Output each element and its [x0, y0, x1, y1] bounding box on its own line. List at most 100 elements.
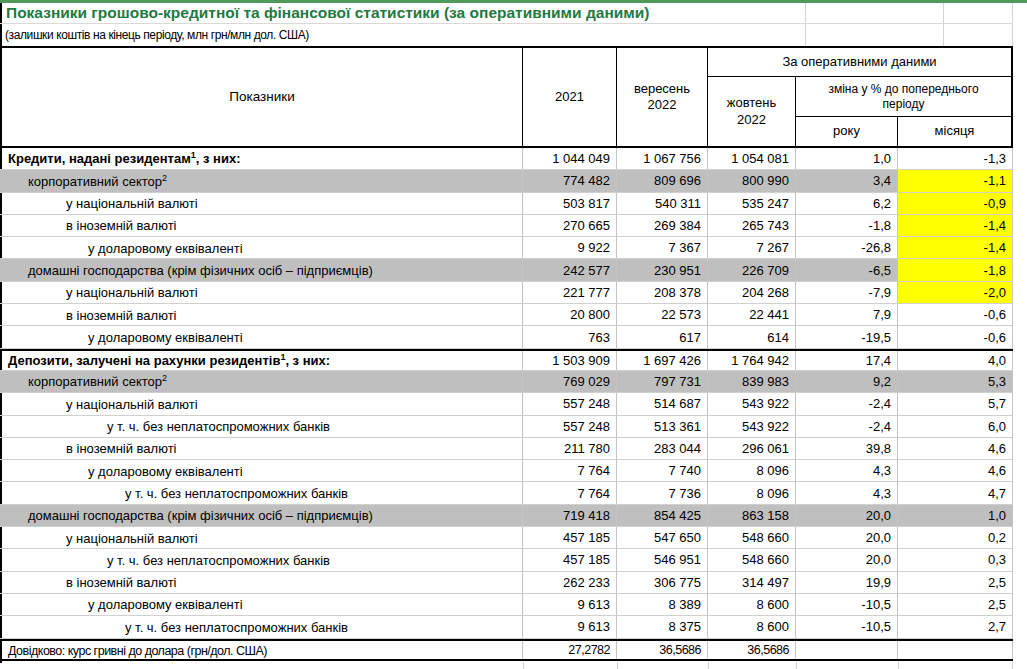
value-2021[interactable]: 457 185	[523, 527, 617, 548]
value-2021[interactable]: 769 029	[523, 371, 617, 392]
value-change-month[interactable]: 4,6	[898, 438, 1013, 459]
value-september-2022[interactable]: 7 736	[617, 482, 708, 503]
value-september-2022[interactable]: 514 687	[617, 393, 708, 414]
row-label-cell[interactable]: в іноземній валюті	[0, 215, 523, 236]
value-2021[interactable]: 1 044 049	[523, 148, 617, 169]
value-september-2022[interactable]: 269 384	[617, 215, 708, 236]
row-label-cell[interactable]: у національній валюті	[0, 282, 523, 303]
value-change-year[interactable]: -2,4	[796, 393, 898, 414]
value-october-2022[interactable]: 265 743	[708, 215, 796, 236]
value-october-2022[interactable]: 1 054 081	[708, 148, 796, 169]
value-october-2022[interactable]: 548 660	[708, 527, 796, 548]
value-change-month[interactable]: 2,7	[898, 616, 1013, 637]
value-change-year[interactable]	[796, 641, 898, 659]
value-change-month[interactable]: 5,3	[898, 371, 1013, 392]
value-2021[interactable]: 763	[523, 326, 617, 347]
row-label-cell[interactable]: Депозити, залучені на рахунки резидентів…	[0, 351, 523, 370]
value-2021[interactable]: 503 817	[523, 193, 617, 214]
value-change-month[interactable]: 0,3	[898, 549, 1013, 570]
value-change-year[interactable]: -19,5	[796, 326, 898, 347]
row-label-cell[interactable]: у національній валюті	[0, 193, 523, 214]
value-2021[interactable]: 1 503 909	[523, 351, 617, 370]
value-change-year[interactable]: 9,2	[796, 371, 898, 392]
row-label-cell[interactable]: у доларовому еквіваленті	[0, 460, 523, 481]
value-change-month[interactable]: 2,5	[898, 572, 1013, 593]
value-october-2022[interactable]: 8 096	[708, 482, 796, 503]
value-september-2022[interactable]: 617	[617, 326, 708, 347]
value-change-year[interactable]: -1,8	[796, 215, 898, 236]
header-change-year[interactable]: року	[796, 117, 898, 146]
value-change-year[interactable]: 1,0	[796, 148, 898, 169]
value-october-2022[interactable]: 863 158	[708, 505, 796, 526]
value-change-year[interactable]: 20,0	[796, 527, 898, 548]
row-label-cell[interactable]: домашні господарства (крім фізичних осіб…	[0, 259, 523, 280]
value-2021[interactable]: 20 800	[523, 304, 617, 325]
value-september-2022[interactable]: 1 697 426	[617, 351, 708, 370]
value-change-year[interactable]: -7,9	[796, 282, 898, 303]
value-change-year[interactable]: 4,3	[796, 460, 898, 481]
value-change-month[interactable]: 2,5	[898, 594, 1013, 615]
value-2021[interactable]: 9 922	[523, 237, 617, 258]
value-october-2022[interactable]: 204 268	[708, 282, 796, 303]
value-2021[interactable]: 457 185	[523, 549, 617, 570]
value-september-2022[interactable]: 7 367	[617, 237, 708, 258]
row-label-cell[interactable]: в іноземній валюті	[0, 304, 523, 325]
value-change-year[interactable]: -26,8	[796, 237, 898, 258]
value-change-year[interactable]: 20,0	[796, 505, 898, 526]
value-change-year[interactable]: 39,8	[796, 438, 898, 459]
value-2021[interactable]: 7 764	[523, 460, 617, 481]
value-september-2022[interactable]: 22 573	[617, 304, 708, 325]
value-october-2022[interactable]: 8 600	[708, 616, 796, 637]
header-october-2022[interactable]: жовтень 2022	[708, 77, 796, 146]
value-october-2022[interactable]: 8 096	[708, 460, 796, 481]
value-september-2022[interactable]: 230 951	[617, 259, 708, 280]
value-september-2022[interactable]: 540 311	[617, 193, 708, 214]
value-change-month[interactable]: -0,9	[898, 193, 1013, 214]
value-september-2022[interactable]: 513 361	[617, 416, 708, 437]
value-change-month[interactable]: -1,3	[898, 148, 1013, 169]
row-label-cell[interactable]: Довідково: курс гривні до долара (грн/до…	[0, 641, 523, 659]
row-label-cell[interactable]: в іноземній валюті	[0, 572, 523, 593]
value-change-month[interactable]: -2,0	[898, 282, 1013, 303]
value-october-2022[interactable]: 839 983	[708, 371, 796, 392]
row-label-cell[interactable]: домашні господарства (крім фізичних осіб…	[0, 505, 523, 526]
value-change-year[interactable]: -6,5	[796, 259, 898, 280]
value-september-2022[interactable]: 306 775	[617, 572, 708, 593]
row-label-cell[interactable]: у т. ч. без неплатоспроможних банків	[0, 549, 523, 570]
value-change-year[interactable]: 6,2	[796, 193, 898, 214]
value-october-2022[interactable]: 22 441	[708, 304, 796, 325]
value-change-month[interactable]: -1,1	[898, 170, 1013, 191]
row-label-cell[interactable]: корпоративний сектор2	[0, 371, 523, 392]
value-october-2022[interactable]: 226 709	[708, 259, 796, 280]
row-label-cell[interactable]: корпоративний сектор2	[0, 170, 523, 191]
row-label-cell[interactable]: у доларовому еквіваленті	[0, 594, 523, 615]
value-october-2022[interactable]: 314 497	[708, 572, 796, 593]
value-october-2022[interactable]: 8 600	[708, 594, 796, 615]
value-change-month[interactable]: -0,6	[898, 304, 1013, 325]
value-change-month[interactable]: 4,0	[898, 351, 1013, 370]
value-october-2022[interactable]: 543 922	[708, 416, 796, 437]
value-change-month[interactable]: 0,2	[898, 527, 1013, 548]
value-october-2022[interactable]: 800 990	[708, 170, 796, 191]
value-2021[interactable]: 7 764	[523, 482, 617, 503]
value-change-year[interactable]: 17,4	[796, 351, 898, 370]
value-october-2022[interactable]: 36,5686	[708, 641, 796, 659]
value-change-month[interactable]: 4,7	[898, 482, 1013, 503]
value-2021[interactable]: 719 418	[523, 505, 617, 526]
value-2021[interactable]: 557 248	[523, 416, 617, 437]
value-september-2022[interactable]: 36,5686	[617, 641, 708, 659]
value-change-year[interactable]: 20,0	[796, 549, 898, 570]
value-september-2022[interactable]: 8 389	[617, 594, 708, 615]
value-september-2022[interactable]: 7 740	[617, 460, 708, 481]
row-label-cell[interactable]: у т. ч. без неплатоспроможних банків	[0, 482, 523, 503]
row-label-cell[interactable]: у національній валюті	[0, 393, 523, 414]
value-september-2022[interactable]: 797 731	[617, 371, 708, 392]
value-change-year[interactable]: 7,9	[796, 304, 898, 325]
value-2021[interactable]: 9 613	[523, 616, 617, 637]
value-september-2022[interactable]: 547 650	[617, 527, 708, 548]
value-october-2022[interactable]: 1 764 942	[708, 351, 796, 370]
value-october-2022[interactable]: 543 922	[708, 393, 796, 414]
value-2021[interactable]: 221 777	[523, 282, 617, 303]
value-september-2022[interactable]: 854 425	[617, 505, 708, 526]
header-indicators[interactable]: Показники	[2, 48, 523, 146]
